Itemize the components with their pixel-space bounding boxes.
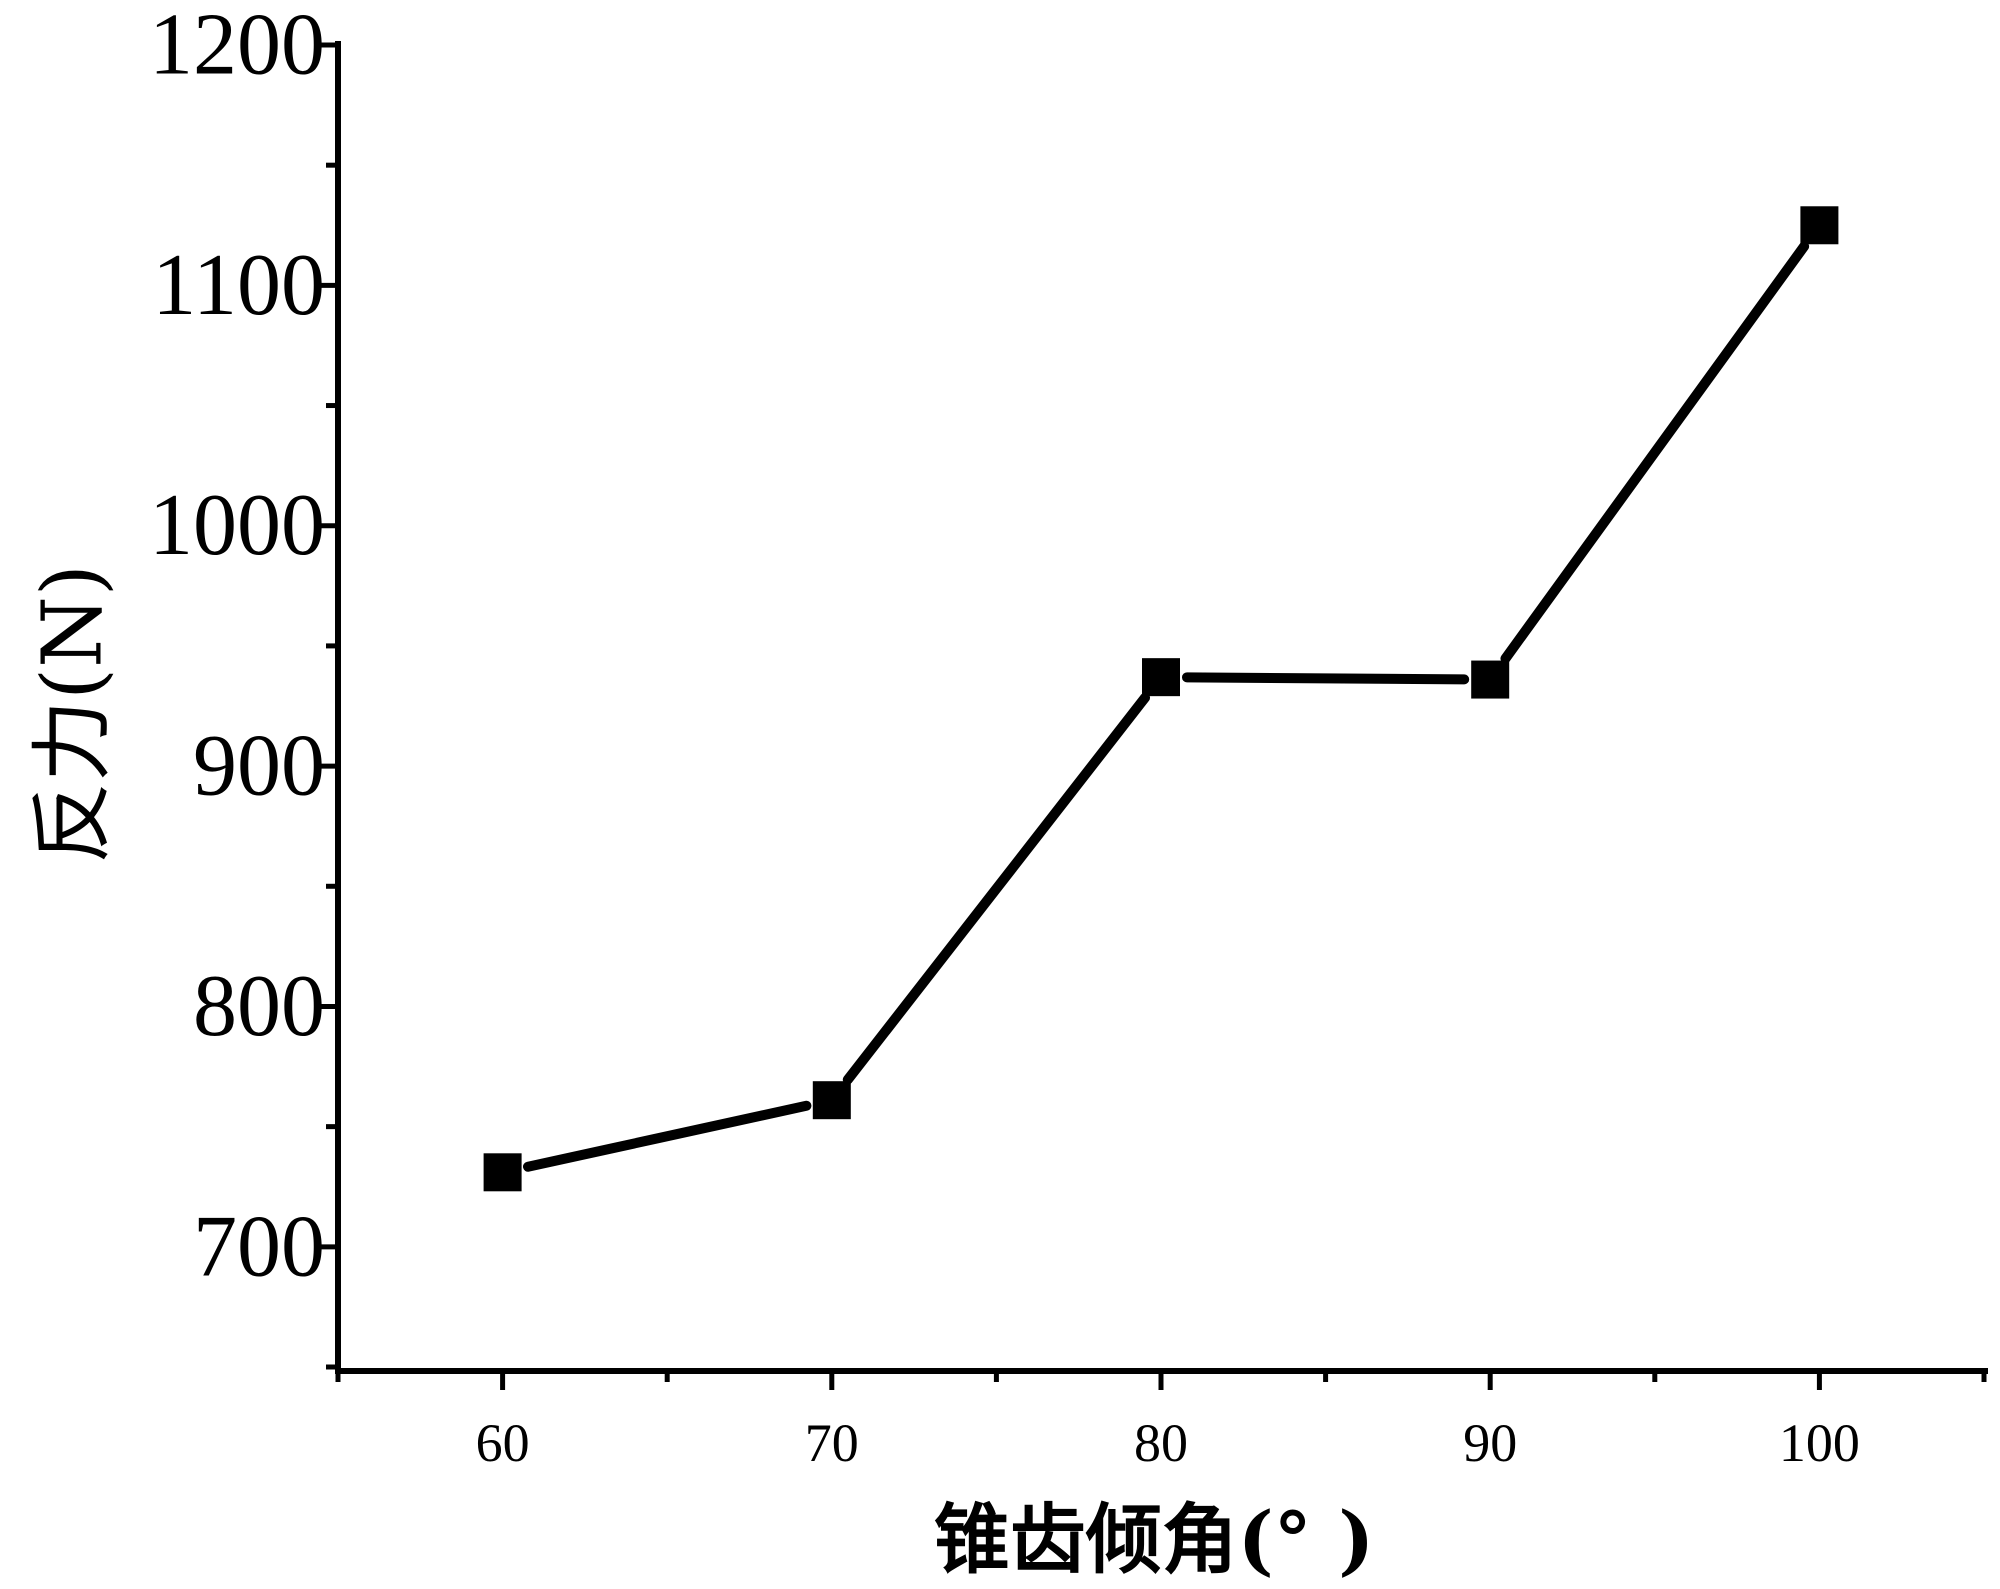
data-point-marker (1471, 660, 1510, 699)
series-line-segment (1500, 241, 1810, 664)
y-tick-label: 1200 (149, 0, 325, 94)
axes: 700 800 900 1000 1100 1200 60 70 80 90 100 (149, 0, 1988, 1473)
series-line-segment (1181, 672, 1470, 685)
series-line-segment (842, 692, 1151, 1085)
data-point-marker (483, 1153, 522, 1192)
series-line-segment (522, 1100, 812, 1172)
x-tick-label: 80 (1134, 1413, 1188, 1473)
x-tick-label: 90 (1463, 1413, 1517, 1473)
x-tick-label: 100 (1779, 1413, 1860, 1473)
data-point-marker (1142, 658, 1180, 697)
series-layer (483, 206, 1839, 1192)
y-tick-label: 800 (193, 958, 325, 1055)
y-tick-label: 700 (193, 1198, 325, 1295)
y-tick-label: 900 (193, 718, 325, 815)
data-point-marker (812, 1081, 851, 1120)
y-tick-label: 1000 (149, 477, 325, 574)
y-axis-label: 反力(N) (26, 564, 121, 864)
data-point-marker (1800, 206, 1839, 245)
x-tick-label: 70 (805, 1413, 859, 1473)
y-tick-label: 1100 (152, 237, 325, 334)
x-tick-label: 60 (476, 1413, 530, 1473)
x-axis-label: 锥齿倾角(° ) (934, 1495, 1374, 1584)
